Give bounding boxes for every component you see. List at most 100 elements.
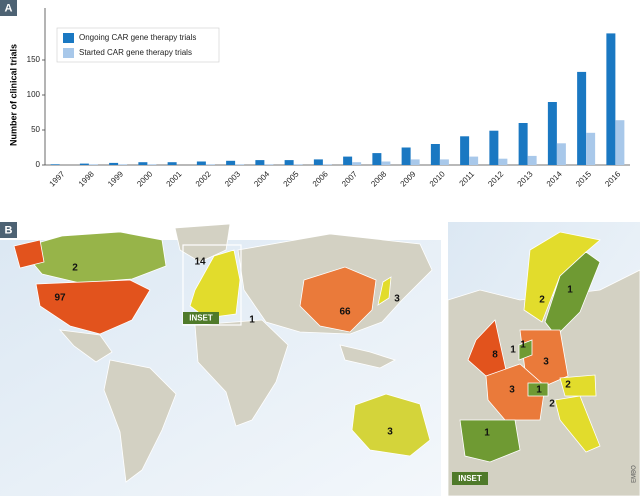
region-count: 1: [520, 340, 526, 351]
bar: [352, 162, 362, 165]
x-tick-label: 2004: [252, 169, 271, 188]
region-count: 1: [484, 428, 490, 439]
region: [459, 419, 521, 463]
region: [351, 393, 431, 457]
x-tick-label: 2005: [282, 169, 301, 188]
region-count: 2: [539, 295, 545, 306]
bar: [147, 164, 157, 165]
region-count: 14: [194, 257, 206, 268]
x-tick-label: 2008: [369, 169, 388, 188]
legend-swatch: [63, 33, 74, 43]
region-count: 1: [249, 315, 255, 326]
x-tick-label: 2015: [574, 169, 593, 188]
x-tick-label: 2010: [428, 169, 447, 188]
y-tick-label: 150: [27, 55, 41, 64]
bar: [401, 147, 411, 165]
land: [174, 223, 231, 263]
y-tick-label: 50: [31, 125, 40, 134]
land: [339, 344, 397, 369]
panel-badge: [0, 0, 17, 16]
credit: EMBO: [632, 465, 638, 483]
region-count: 3: [394, 294, 400, 305]
bar: [518, 123, 528, 165]
y-tick-label: 0: [36, 160, 41, 169]
region-count: 3: [387, 427, 393, 438]
legend-swatch: [63, 48, 74, 58]
bar: [313, 159, 323, 165]
bar: [255, 160, 265, 165]
bar: [489, 130, 499, 165]
region: [189, 249, 241, 319]
panel-badge: [0, 222, 17, 238]
bar: [556, 143, 566, 165]
region-count: 2: [72, 263, 78, 274]
x-tick-label: 1999: [106, 169, 125, 188]
bar: [381, 161, 391, 165]
x-tick-label: 2002: [194, 169, 213, 188]
x-tick-label: 1997: [48, 169, 67, 188]
bar: [138, 162, 148, 165]
region-count: 2: [565, 380, 571, 391]
bar: [205, 164, 215, 165]
x-tick-label: 2001: [165, 169, 184, 188]
inset-frame: [182, 244, 242, 326]
legend-label: Started CAR gene therapy trials: [79, 48, 192, 57]
bar: [615, 120, 625, 165]
region-count: 66: [339, 307, 351, 318]
bar: [235, 164, 245, 165]
bar: [577, 71, 587, 165]
region: [554, 395, 601, 453]
region-count: 3: [543, 357, 549, 368]
x-tick-label: 2013: [516, 169, 535, 188]
bar: [410, 159, 420, 165]
bar: [88, 164, 98, 165]
x-tick-label: 2016: [603, 169, 622, 188]
region-count: 1: [510, 345, 516, 356]
bar: [79, 163, 89, 165]
region-count: 1: [567, 285, 573, 296]
region-count: 1: [536, 385, 542, 396]
bar: [109, 162, 119, 165]
region: [35, 279, 151, 335]
world-map: INSET: [13, 223, 433, 483]
x-tick-label: 2011: [458, 169, 477, 188]
bar: [439, 159, 449, 165]
y-axis-label: Number of clinical trials: [8, 44, 18, 146]
panel-label: A: [5, 2, 13, 14]
bar: [430, 144, 440, 165]
region: [544, 251, 601, 337]
region-count: 2: [549, 399, 555, 410]
y-tick-label: 100: [27, 90, 41, 99]
legend-label: Ongoing CAR gene therapy trials: [79, 33, 196, 42]
inset-tag: [183, 312, 219, 324]
x-tick-label: 1998: [77, 169, 96, 188]
x-tick-label: 2009: [399, 169, 418, 188]
land: [103, 359, 177, 483]
legend-box: [56, 27, 220, 63]
bar: [50, 164, 60, 165]
bar: [322, 164, 332, 165]
x-tick-label: 2003: [223, 169, 242, 188]
land: [194, 319, 289, 427]
inset-tag-label: INSET: [458, 474, 482, 483]
bar: [547, 102, 557, 165]
region: [13, 239, 45, 269]
panel-label: B: [5, 224, 13, 236]
x-tick-label: 2006: [311, 169, 330, 188]
inset-map: INSET EMBO: [447, 231, 640, 497]
bar: [284, 160, 294, 165]
x-tick-label: 2000: [135, 169, 154, 188]
bar: [293, 164, 303, 165]
bar: [372, 153, 382, 165]
region: [527, 382, 549, 397]
x-tick-label: 2014: [545, 169, 564, 188]
inset-tag-label: INSET: [189, 314, 213, 323]
region: [559, 374, 597, 397]
land: [59, 329, 113, 363]
bar: [167, 162, 177, 165]
bar: [226, 160, 236, 165]
region: [377, 276, 392, 306]
bar: [527, 155, 537, 165]
bar: [264, 164, 274, 165]
